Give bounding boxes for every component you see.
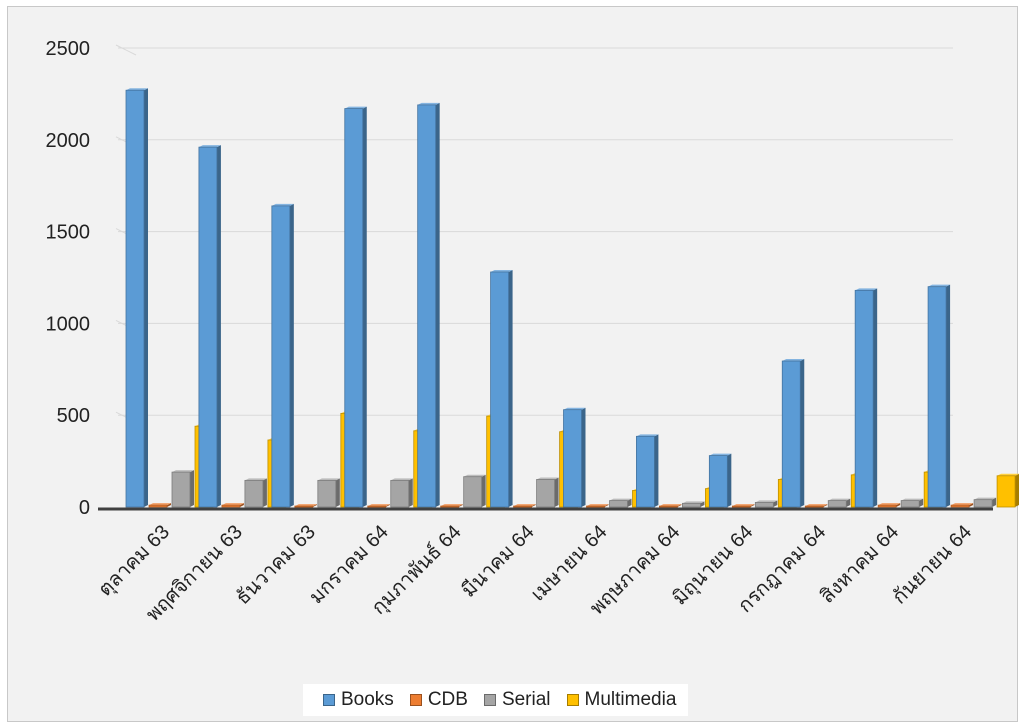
legend: Books CDB Serial Multimedia [303,684,689,716]
bar-books [417,102,440,508]
bar-serial [317,478,340,508]
bar-books [125,88,148,508]
y-tick-label: 2500 [46,38,91,60]
bar-cdb [586,504,609,508]
bar-cdb [513,504,536,508]
bar-serial [609,498,632,508]
y-tick-label: 500 [57,405,90,427]
bar-cdb [731,504,755,508]
legend-label-books: Books [341,689,394,710]
bar-books [708,453,732,508]
bar-books [636,434,659,508]
bar-cdb [804,504,828,508]
bar-cdb [221,503,244,508]
bar-books [781,359,805,508]
bar-serial [827,498,851,508]
bar-books [271,203,294,508]
bar-serial [390,478,413,508]
legend-swatch-multimedia [566,694,579,706]
bar-serial [536,477,559,508]
x-tick-label: กันยายน 64 [888,521,976,609]
bar-serial [682,501,705,508]
y-tick-label: 0 [79,497,90,519]
bar-cdb [367,504,390,508]
legend-item-cdb: CDB [409,689,468,711]
legend-item-serial: Serial [483,689,551,711]
bar-books [490,269,513,508]
bar-cdb [950,503,974,508]
bar-cdb [148,503,171,508]
bar-serial [754,500,778,508]
bar-serial [973,497,997,508]
bar-cdb [294,504,317,508]
bar-books [927,284,951,508]
legend-swatch-cdb [409,694,422,706]
bar-serial [463,474,486,508]
bar-cdb [440,504,463,508]
y-tick-label: 2000 [46,130,91,152]
bar-books [198,145,221,508]
bar-books [854,288,878,508]
chart-container: 0 500 1000 1500 2000 2500 ตุลาคม 63 พฤศจิกายน … [7,6,1019,722]
legend-label-multimedia: Multimedia [584,689,677,710]
bar-multimedia [996,473,1019,508]
gridline-depth [115,44,137,56]
bar-cdb [877,503,901,508]
legend-label-cdb: CDB [427,689,468,710]
x-tick-label: ธันวาคม 63 [232,521,320,609]
bar-books [344,106,367,508]
bar-serial [900,498,924,508]
y-tick-label: 1500 [46,222,91,244]
legend-label-serial: Serial [501,689,551,710]
legend-swatch-books [323,694,335,706]
legend-item-multimedia: Multimedia [566,689,677,711]
legend-item-books: Books [323,689,394,711]
bar-books [563,407,586,508]
bar-serial [171,470,194,508]
bar-serial [244,478,267,508]
y-tick-label: 1000 [46,313,91,335]
legend-swatch-serial [483,694,496,706]
bar-cdb [659,504,682,508]
